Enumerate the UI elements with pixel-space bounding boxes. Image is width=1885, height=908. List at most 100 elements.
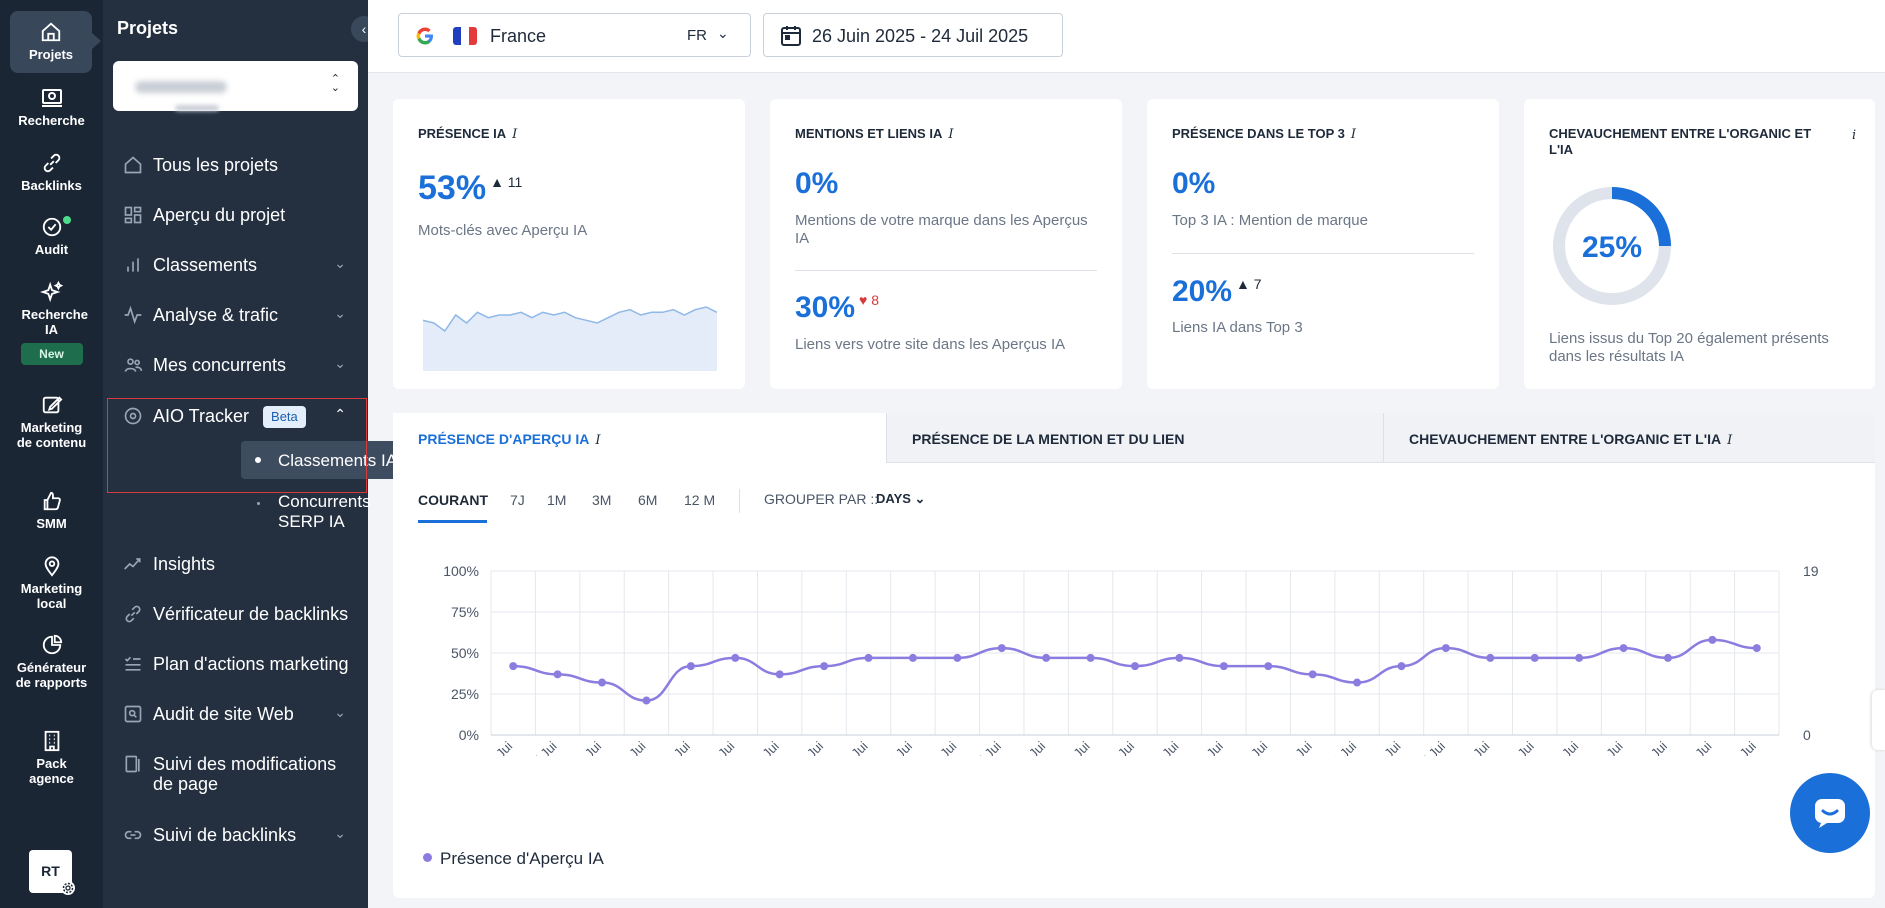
nav-item-marketing-plan[interactable]: Plan d'actions marketing bbox=[103, 644, 368, 684]
info-icon[interactable]: i bbox=[1852, 128, 1857, 143]
pages-icon bbox=[125, 755, 140, 773]
tab-organic-ai-overlap[interactable]: Chevauchement entre l'organic et l'IA i bbox=[1383, 413, 1875, 463]
x-tick-label: 29 Jui bbox=[613, 738, 648, 756]
rail-agency-pack[interactable]: Pack agence bbox=[0, 730, 103, 786]
divider bbox=[795, 270, 1097, 271]
rail-ai-research[interactable]: Recherche IA New bbox=[0, 281, 103, 365]
project-selector[interactable]: ⌃ ⌄ bbox=[113, 61, 358, 111]
users-icon bbox=[124, 358, 143, 372]
overlap-value: 25% bbox=[1581, 231, 1643, 264]
y2-tick-label: 19 bbox=[1803, 563, 1819, 579]
nav-item-competitors[interactable]: Mes concurrents ⌄ bbox=[103, 345, 368, 385]
range-12m[interactable]: 12 M bbox=[684, 492, 716, 508]
data-point bbox=[1619, 644, 1628, 653]
data-point bbox=[598, 678, 607, 687]
range-3m[interactable]: 3M bbox=[592, 492, 612, 508]
rail-projects[interactable]: Projets bbox=[10, 11, 101, 73]
legend-dot bbox=[423, 853, 432, 862]
ai-tracker-icon bbox=[124, 407, 142, 425]
info-icon[interactable]: i bbox=[595, 433, 601, 448]
x-tick-label: 18 Jui bbox=[1457, 738, 1492, 756]
chevron-down-icon: ⌄ bbox=[910, 491, 926, 506]
data-point bbox=[1397, 662, 1406, 671]
nav-item-aio-tracker[interactable]: AIO Tracker Beta ⌃ bbox=[103, 396, 368, 436]
nav-item-rankings[interactable]: Classements ⌄ bbox=[103, 245, 368, 285]
mentions-value: 0% bbox=[795, 167, 839, 200]
home-icon bbox=[41, 22, 61, 42]
nav-item-all-projects[interactable]: Tous les projets bbox=[103, 145, 368, 185]
nav-item-backlink-checker[interactable]: Vérificateur de backlinks bbox=[103, 594, 368, 634]
link-icon bbox=[125, 605, 141, 623]
chevron-down-icon: ⌄ bbox=[334, 355, 346, 371]
rail-backlinks[interactable]: Backlinks bbox=[0, 152, 103, 193]
rail-content-marketing[interactable]: Marketing de contenu bbox=[0, 394, 103, 450]
data-point bbox=[775, 670, 784, 679]
rail-smm[interactable]: SMM bbox=[0, 490, 103, 531]
dashboard-icon bbox=[124, 206, 142, 224]
x-tick-label: 26 Jui bbox=[480, 738, 515, 756]
y-tick-label: 25% bbox=[451, 686, 479, 702]
side-panel-handle[interactable] bbox=[1872, 690, 1885, 750]
info-icon[interactable]: i bbox=[1727, 433, 1733, 448]
rail-research[interactable]: Recherche bbox=[0, 87, 103, 128]
presence-sparkline bbox=[423, 306, 717, 371]
range-7d[interactable]: 7J bbox=[510, 492, 525, 508]
info-icon[interactable]: i bbox=[948, 127, 954, 142]
top-bar: France FR ⌄ 26 Juin 2025 - 24 Juil 2025 bbox=[368, 0, 1885, 73]
y-tick-label: 75% bbox=[451, 604, 479, 620]
x-tick-label: 28 Jui bbox=[569, 738, 604, 756]
nav-item-backlink-tracking[interactable]: Suivi de backlinks ⌄ bbox=[103, 815, 368, 855]
data-point bbox=[1530, 653, 1539, 662]
range-1m[interactable]: 1M bbox=[547, 492, 567, 508]
rail-report-generator[interactable]: Générateur de rapports bbox=[0, 634, 103, 690]
nav-item-analytics[interactable]: Analyse & trafic ⌄ bbox=[103, 295, 368, 335]
rail-audit[interactable]: Audit bbox=[0, 216, 103, 257]
x-tick-label: 13 Jui bbox=[1235, 738, 1270, 756]
presence-value: 53% bbox=[418, 169, 487, 207]
chat-button[interactable] bbox=[1790, 773, 1870, 853]
info-icon[interactable]: i bbox=[1350, 127, 1357, 142]
overlap-subtitle: Liens issus du Top 20 également présents… bbox=[1549, 330, 1829, 365]
top3-mention-value: 0% bbox=[1172, 167, 1216, 200]
top3-links-subtitle: Liens IA dans Top 3 bbox=[1172, 319, 1303, 336]
tab-mention-link-presence[interactable]: Présence de la mention et du lien bbox=[886, 413, 1383, 463]
sparkles-icon bbox=[39, 281, 63, 303]
google-icon bbox=[416, 27, 433, 45]
date-range-picker[interactable]: 26 Juin 2025 - 24 Juil 2025 bbox=[763, 13, 1063, 57]
chart-legend[interactable]: Présence d'Aperçu IA bbox=[423, 849, 604, 869]
data-point bbox=[820, 662, 829, 671]
info-icon[interactable]: i bbox=[512, 127, 518, 142]
search-doc-icon bbox=[124, 705, 142, 723]
range-6m[interactable]: 6M bbox=[638, 492, 658, 508]
bullet bbox=[255, 457, 261, 463]
data-point bbox=[553, 670, 562, 679]
data-point bbox=[1752, 644, 1761, 653]
data-point bbox=[864, 653, 873, 662]
sub-item-ai-serp-competitors[interactable]: Concurrents SERP IA bbox=[278, 492, 371, 531]
gear-icon[interactable] bbox=[60, 880, 76, 896]
nav-item-page-changes[interactable]: Suivi des modifications de page bbox=[103, 744, 368, 804]
divider bbox=[739, 489, 740, 513]
data-point bbox=[1353, 678, 1362, 687]
data-point bbox=[642, 696, 651, 705]
active-range-underline bbox=[418, 520, 487, 523]
data-point bbox=[1308, 670, 1317, 679]
y2-tick-label: 0 bbox=[1803, 727, 1811, 743]
range-current[interactable]: COURANT bbox=[418, 492, 488, 508]
rail-local-marketing[interactable]: Marketing local bbox=[0, 555, 103, 611]
nav-item-project-overview[interactable]: Aperçu du projet bbox=[103, 195, 368, 235]
group-by-select[interactable]: DAYS ⌄ bbox=[876, 491, 926, 506]
top3-mention-subtitle: Top 3 IA : Mention de marque bbox=[1172, 212, 1368, 229]
x-tick-label: 03 Jui bbox=[791, 738, 826, 756]
divider bbox=[1172, 253, 1474, 254]
donut-arc bbox=[1611, 187, 1671, 247]
y-tick-label: 50% bbox=[451, 645, 479, 661]
nav-item-site-audit[interactable]: Audit de site Web ⌄ bbox=[103, 694, 368, 734]
beta-badge: Beta bbox=[263, 406, 306, 428]
bar-chart-icon bbox=[127, 258, 139, 272]
nav-item-insights[interactable]: Insights bbox=[103, 544, 368, 584]
y-tick-label: 100% bbox=[443, 563, 479, 579]
card-top3-presence: Présence dans le Top 3i 0% Top 3 IA : Me… bbox=[1147, 99, 1499, 389]
tab-ai-overview-presence[interactable]: Présence d'Aperçu IA i bbox=[393, 413, 886, 463]
country-selector[interactable]: France FR ⌄ bbox=[398, 13, 751, 57]
